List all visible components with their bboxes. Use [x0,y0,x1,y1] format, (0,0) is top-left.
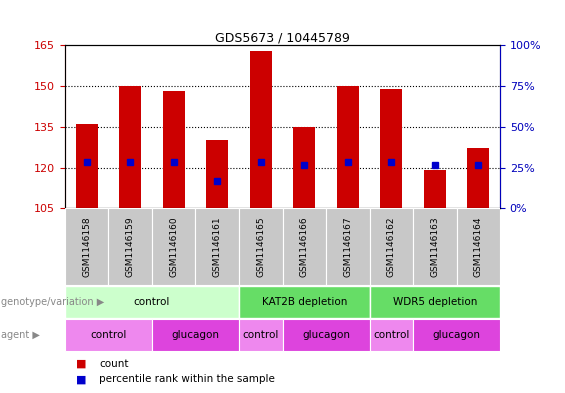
Bar [119,86,141,208]
Bar [239,208,282,285]
Bar [413,208,457,285]
Text: count: count [99,358,128,369]
Text: GSM1146161: GSM1146161 [213,216,221,277]
Bar [337,86,359,208]
Bar [380,89,402,208]
Bar [195,208,239,285]
Bar [282,319,370,351]
Bar [467,149,489,208]
Bar [163,92,185,208]
Text: GSM1146165: GSM1146165 [257,216,265,277]
Bar [239,319,282,351]
Title: GDS5673 / 10445789: GDS5673 / 10445789 [215,31,350,44]
Text: GSM1146166: GSM1146166 [300,216,308,277]
Text: genotype/variation ▶: genotype/variation ▶ [1,297,104,307]
Bar [152,319,239,351]
Text: glucagon: glucagon [172,330,219,340]
Text: percentile rank within the sample: percentile rank within the sample [99,374,275,384]
Bar [65,208,108,285]
Bar [413,319,500,351]
Bar [239,286,370,318]
Bar [424,170,446,208]
Bar [457,208,500,285]
Bar [152,208,195,285]
Text: WDR5 depletion: WDR5 depletion [393,297,477,307]
Bar [326,208,370,285]
Bar [76,124,98,208]
Text: GSM1146160: GSM1146160 [170,216,178,277]
Bar [293,127,315,208]
Bar [65,319,152,351]
Text: KAT2B depletion: KAT2B depletion [262,297,347,307]
Text: agent ▶: agent ▶ [1,330,40,340]
Text: GSM1146162: GSM1146162 [387,217,396,277]
Bar [65,286,239,318]
Bar [206,140,228,208]
Bar [250,51,272,208]
Bar [370,319,413,351]
Text: GSM1146163: GSM1146163 [431,216,439,277]
Text: control: control [134,297,170,307]
Text: control: control [90,330,127,340]
Text: glucagon: glucagon [433,330,480,340]
Text: ■: ■ [76,374,87,384]
Text: control: control [242,330,279,340]
Text: GSM1146159: GSM1146159 [126,216,134,277]
Bar [370,286,500,318]
Bar [370,208,413,285]
Text: control: control [373,330,410,340]
Bar [282,208,326,285]
Text: GSM1146158: GSM1146158 [82,216,91,277]
Bar [108,208,152,285]
Text: ■: ■ [76,358,87,369]
Text: GSM1146167: GSM1146167 [344,216,352,277]
Text: GSM1146164: GSM1146164 [474,217,483,277]
Text: glucagon: glucagon [302,330,350,340]
